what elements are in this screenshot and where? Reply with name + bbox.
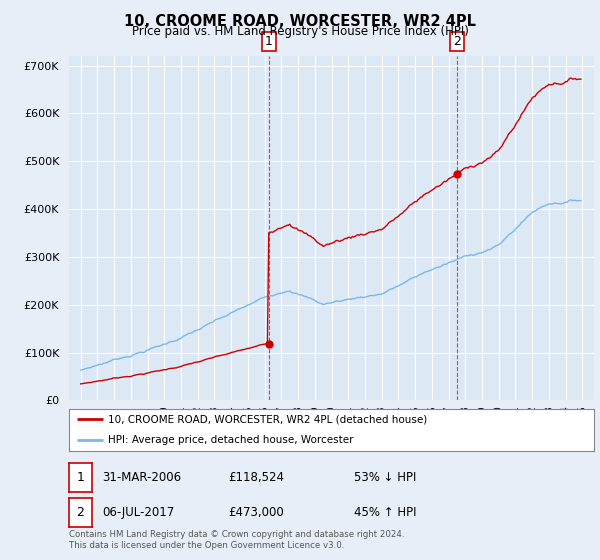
Text: 31-MAR-2006: 31-MAR-2006 xyxy=(102,471,181,484)
Text: 45% ↑ HPI: 45% ↑ HPI xyxy=(354,506,416,519)
Text: 1: 1 xyxy=(76,471,85,484)
Text: 2: 2 xyxy=(453,35,461,48)
Text: 1: 1 xyxy=(265,35,273,48)
Text: HPI: Average price, detached house, Worcester: HPI: Average price, detached house, Worc… xyxy=(109,435,354,445)
Text: 2: 2 xyxy=(76,506,85,519)
Text: 06-JUL-2017: 06-JUL-2017 xyxy=(102,506,174,519)
Text: Contains HM Land Registry data © Crown copyright and database right 2024.
This d: Contains HM Land Registry data © Crown c… xyxy=(69,530,404,550)
Text: 10, CROOME ROAD, WORCESTER, WR2 4PL: 10, CROOME ROAD, WORCESTER, WR2 4PL xyxy=(124,14,476,29)
Text: 10, CROOME ROAD, WORCESTER, WR2 4PL (detached house): 10, CROOME ROAD, WORCESTER, WR2 4PL (det… xyxy=(109,414,428,424)
Text: £118,524: £118,524 xyxy=(228,471,284,484)
Text: £473,000: £473,000 xyxy=(228,506,284,519)
Text: 53% ↓ HPI: 53% ↓ HPI xyxy=(354,471,416,484)
Text: Price paid vs. HM Land Registry's House Price Index (HPI): Price paid vs. HM Land Registry's House … xyxy=(131,25,469,38)
